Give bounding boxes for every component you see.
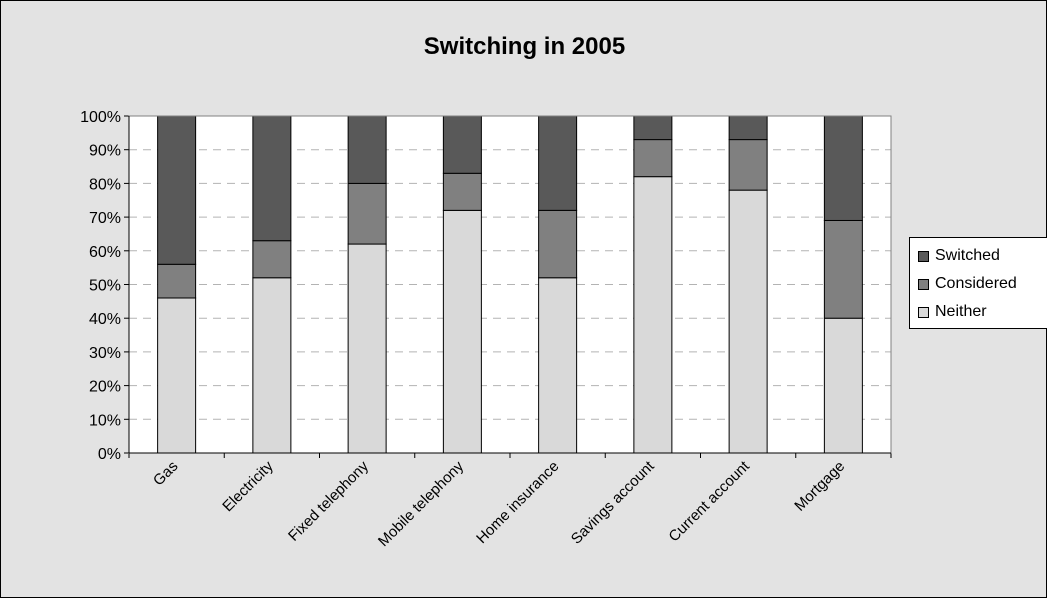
legend-label: Switched xyxy=(935,247,1000,264)
y-tick-label: 0% xyxy=(98,446,121,463)
bar-switched-fixed-telephony xyxy=(347,115,387,184)
bar-switched-electricity xyxy=(252,115,292,242)
bar-considered-mortgage xyxy=(823,219,863,319)
y-tick-label: 10% xyxy=(89,412,121,429)
legend-label: Considered xyxy=(935,275,1017,292)
bars xyxy=(157,115,863,454)
x-tick-label: Mobile telephony xyxy=(375,457,468,550)
bar-considered-savings-account xyxy=(633,139,673,178)
legend-item-switched: Switched xyxy=(918,242,1047,270)
legend-swatch xyxy=(918,278,929,290)
x-tick-label: Electricity xyxy=(219,457,277,515)
bar-considered-home-insurance xyxy=(538,209,578,279)
y-tick-label: 70% xyxy=(89,210,121,227)
y-tick-label: 20% xyxy=(89,379,121,396)
y-tick-label: 90% xyxy=(89,143,121,160)
bar-neither-savings-account xyxy=(633,176,673,454)
x-tick-label: Fixed telephony xyxy=(285,457,372,544)
x-tick-label: Current account xyxy=(665,457,753,545)
bar-switched-current-account xyxy=(728,115,768,141)
y-tick-label: 30% xyxy=(89,345,121,362)
x-tick-label: Savings account xyxy=(568,457,658,547)
bar-switched-mortgage xyxy=(823,115,863,221)
legend-item-considered: Considered xyxy=(918,270,1047,298)
legend-swatch xyxy=(918,306,929,318)
legend-label: Neither xyxy=(935,303,987,320)
bar-switched-savings-account xyxy=(633,115,673,141)
x-tick-label: Mortgage xyxy=(791,458,848,515)
bar-neither-fixed-telephony xyxy=(347,243,387,454)
bar-considered-current-account xyxy=(728,139,768,191)
legend-swatch xyxy=(918,250,929,262)
x-tick-labels: Gas Electricity Fixed telephony Mobile tele… xyxy=(150,457,848,550)
bar-switched-home-insurance xyxy=(538,115,578,211)
x-tick-label: Gas xyxy=(150,458,181,489)
bar-switched-gas xyxy=(157,115,197,265)
y-tick-label: 40% xyxy=(89,311,121,328)
y-tick-label: 60% xyxy=(89,244,121,261)
bar-neither-gas xyxy=(157,297,197,454)
bar-neither-mortgage xyxy=(823,317,863,454)
x-tick-label: Home insurance xyxy=(473,458,562,547)
bar-considered-mobile-telephony xyxy=(442,172,482,211)
legend: Switched Considered Neither xyxy=(909,237,1047,329)
axes xyxy=(124,115,892,458)
bar-neither-electricity xyxy=(252,277,292,454)
bar-considered-electricity xyxy=(252,240,292,279)
chart-title: Switching in 2005 xyxy=(423,33,626,60)
bar-neither-current-account xyxy=(728,189,768,454)
bar-considered-gas xyxy=(157,263,197,299)
bar-neither-mobile-telephony xyxy=(442,209,482,454)
bar-switched-mobile-telephony xyxy=(442,115,482,174)
y-tick-label: 80% xyxy=(89,176,121,193)
y-tick-label: 100% xyxy=(80,109,121,126)
bar-considered-fixed-telephony xyxy=(347,182,387,245)
legend-item-neither: Neither xyxy=(918,298,1047,326)
bar-neither-home-insurance xyxy=(538,277,578,454)
y-tick-label: 50% xyxy=(89,278,121,295)
y-tick-labels: 0% 10% 20% 30% 40% 50% 60% 70% 80% 90% 100% xyxy=(80,109,121,463)
